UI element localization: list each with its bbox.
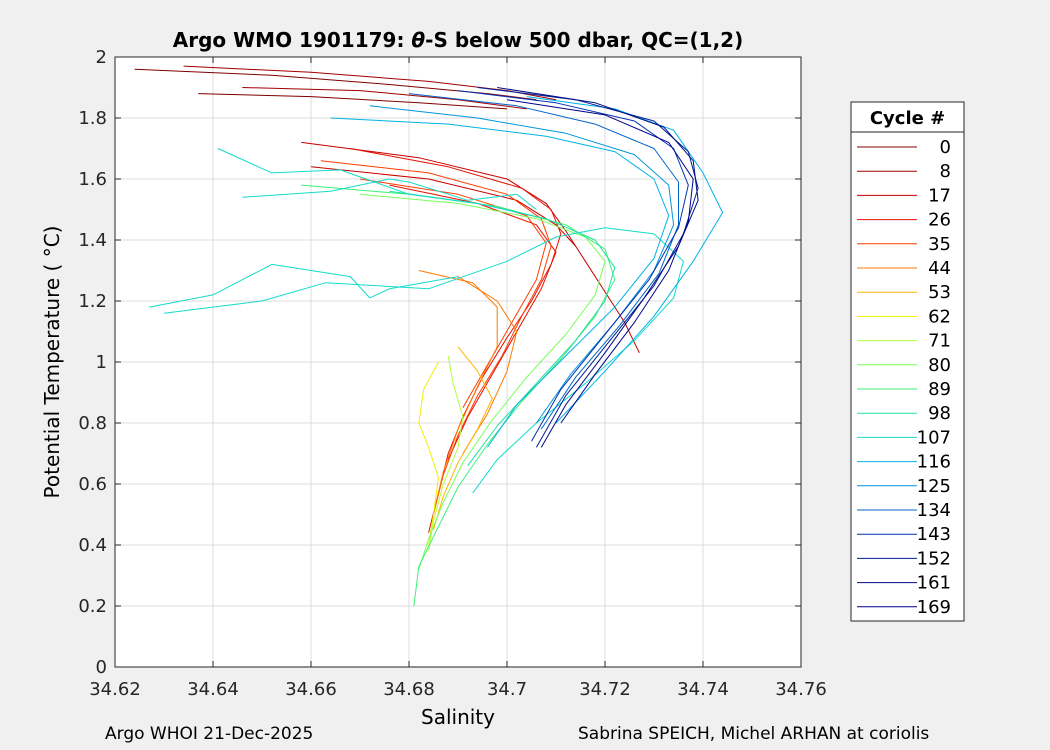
legend-label: 35 [928,234,951,255]
series-line-cycle-116 [330,117,670,448]
legend-label: 161 [917,573,951,594]
y-tick-label: 1.8 [78,108,107,129]
footer-credit-right: Sabrina SPEICH, Michel ARHAN at coriolis [578,724,930,744]
legend-label: 143 [917,524,951,545]
legend-label: 17 [928,185,951,206]
axis-ticks: 34.62 34.64 34.66 34.68 34.7 34.72 34.74 34.76 0… [78,47,826,700]
legend-label: 107 [917,427,951,448]
legend-label: 98 [928,403,951,424]
series-line-cycle-8b [242,87,527,110]
x-tick-label: 34.66 [285,679,337,700]
series-line-cycle-44 [418,270,498,515]
legend-title: Cycle # [870,108,945,129]
series-line-cycle-35 [320,160,552,515]
y-tick-label: 1.4 [78,230,107,251]
x-tick-label: 34.74 [677,679,729,700]
legend-label: 125 [917,476,951,497]
legend-label: 26 [928,210,951,231]
series-line-cycle-80 [359,193,606,570]
series-line-cycle-107a [242,178,537,210]
series-line-cycle-26 [350,148,562,533]
y-tick-label: 1.2 [78,291,107,312]
x-axis-label: Salinity [421,705,495,729]
legend: Cycle # 0 8 17 26 35 44 53 62 71 80 89 98 107 116 125 1… [850,101,965,622]
y-tick-label: 0.4 [78,535,107,556]
series-line-cycle-107d [217,148,532,217]
y-tick-label: 0.6 [78,474,107,495]
y-axis-label: Potential Temperature ( °C) [40,226,64,499]
y-tick-label: 1.6 [78,169,107,190]
legend-entries: 0 8 17 26 35 44 53 62 71 80 89 98 107 116 125 134 143 152… [857,137,951,618]
legend-label: 8 [940,161,951,182]
series-line-cycle-44b [457,276,518,454]
x-tick-label: 34.68 [383,679,435,700]
y-tick-label: 0.8 [78,413,107,434]
series-line-cycle-107c [163,227,684,494]
series-line-cycle-0b [198,93,508,110]
legend-label: 44 [928,258,951,279]
series-line-cycle-26b [389,184,557,460]
legend-label: 89 [928,379,951,400]
legend-label: 134 [917,500,951,521]
series-layer [134,65,724,607]
series-line-cycle-107b [149,263,459,308]
series-line-cycle-0 [134,68,537,101]
series-line-cycle-17 [301,141,640,354]
x-tick-label: 34.7 [487,679,527,700]
series-line-cycle-17b [310,166,576,247]
legend-label: 62 [928,306,951,327]
series-line-cycle-169 [506,99,694,424]
x-tick-label: 34.62 [89,679,141,700]
legend-label: 80 [928,355,951,376]
y-tick-label: 0 [96,657,107,678]
chart-title: Argo WMO 1901179: θ-S below 500 dbar, QC… [173,28,743,52]
x-tick-label: 34.72 [579,679,631,700]
y-tick-label: 2 [96,47,107,68]
legend-label: 152 [917,548,951,569]
legend-label: 0 [940,137,951,158]
y-tick-label: 1 [96,352,107,373]
series-line-cycle-125 [369,105,675,424]
series-line-cycle-152 [477,87,699,448]
legend-label: 116 [917,452,951,473]
x-tick-label: 34.64 [187,679,239,700]
legend-label: 71 [928,331,951,352]
series-line-cycle-134 [408,93,679,430]
series-line-cycle-161 [497,87,699,448]
x-tick-label: 34.76 [775,679,827,700]
footer-credit-left: Argo WHOI 21-Dec-2025 [105,724,314,744]
series-line-cycle-62 [418,361,439,546]
series-line-cycle-71 [428,355,464,552]
series-line-cycle-143 [457,90,689,442]
legend-label: 53 [928,282,951,303]
legend-label: 169 [917,597,951,618]
series-line-cycle-53 [433,346,493,530]
y-tick-label: 0.2 [78,596,107,617]
